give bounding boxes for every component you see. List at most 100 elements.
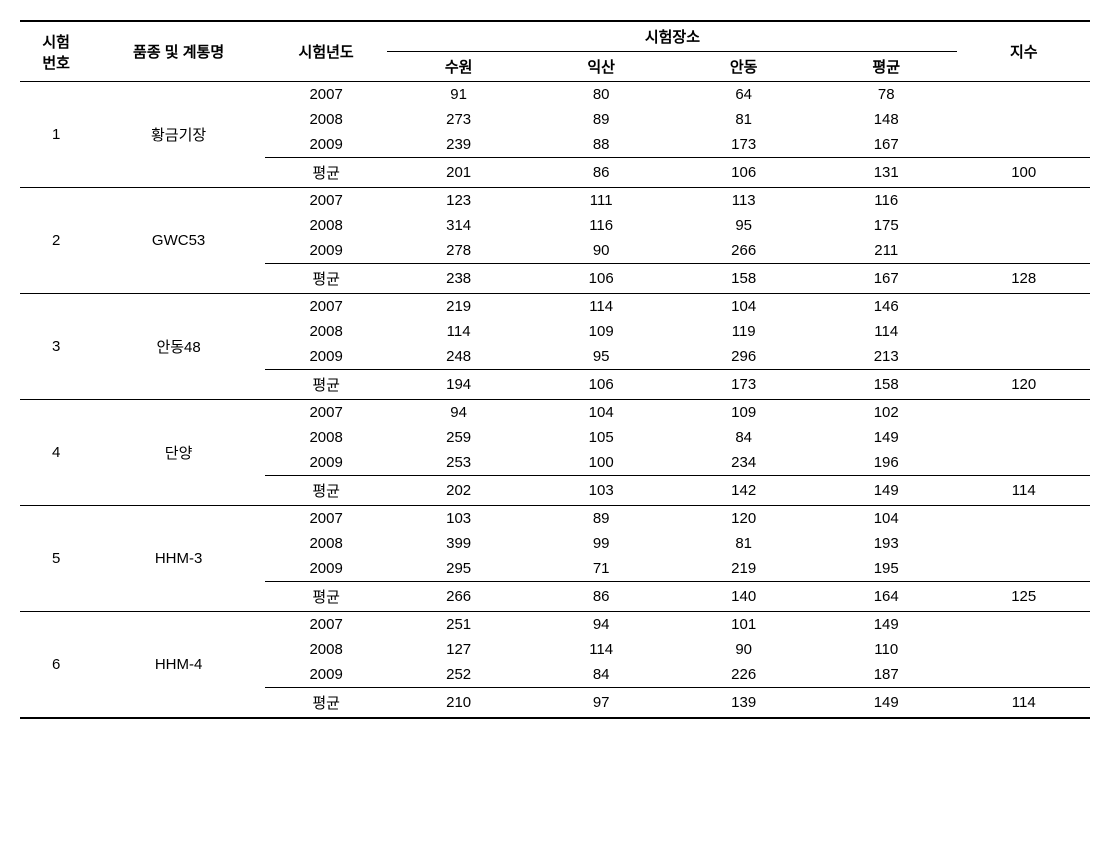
cell-num: 6 <box>20 612 92 719</box>
cell-value-avg: 140 <box>672 582 815 612</box>
header-year: 시험년도 <box>265 21 387 82</box>
cell-value: 94 <box>530 612 673 638</box>
cell-value: 104 <box>815 506 958 532</box>
cell-value: 399 <box>387 531 530 556</box>
cell-year: 2009 <box>265 556 387 582</box>
cell-index <box>957 400 1090 426</box>
cell-year: 2008 <box>265 531 387 556</box>
cell-index <box>957 344 1090 370</box>
cell-value-avg: 210 <box>387 688 530 719</box>
cell-value: 71 <box>530 556 673 582</box>
cell-value: 95 <box>530 344 673 370</box>
cell-index <box>957 107 1090 132</box>
cell-year-avg: 평균 <box>265 476 387 506</box>
cell-value: 81 <box>672 107 815 132</box>
cell-index-avg: 125 <box>957 582 1090 612</box>
table-body: 1황금기장20079180647820082738981148200923988… <box>20 82 1090 719</box>
cell-value-avg: 106 <box>672 158 815 188</box>
cell-year: 2007 <box>265 612 387 638</box>
cell-year: 2008 <box>265 319 387 344</box>
cell-value-avg: 202 <box>387 476 530 506</box>
cell-value: 278 <box>387 238 530 264</box>
table-row: 4단양200794104109102 <box>20 400 1090 426</box>
cell-index <box>957 612 1090 638</box>
header-location-group: 시험장소 <box>387 21 957 52</box>
cell-value: 149 <box>815 425 958 450</box>
cell-value-avg: 86 <box>530 158 673 188</box>
cell-value-avg: 149 <box>815 476 958 506</box>
cell-value: 195 <box>815 556 958 582</box>
cell-name: HHM-3 <box>92 506 265 612</box>
cell-year-avg: 평균 <box>265 158 387 188</box>
cell-value: 273 <box>387 107 530 132</box>
cell-value-avg: 149 <box>815 688 958 719</box>
cell-year: 2008 <box>265 637 387 662</box>
cell-index-avg: 100 <box>957 158 1090 188</box>
cell-value: 94 <box>387 400 530 426</box>
cell-year: 2007 <box>265 82 387 108</box>
cell-value: 266 <box>672 238 815 264</box>
cell-year-avg: 평균 <box>265 370 387 400</box>
cell-index <box>957 425 1090 450</box>
cell-index <box>957 637 1090 662</box>
header-num: 시험 번호 <box>20 21 92 82</box>
cell-value: 104 <box>530 400 673 426</box>
cell-value: 90 <box>530 238 673 264</box>
table-row: 5HHM-3200710389120104 <box>20 506 1090 532</box>
cell-value: 193 <box>815 531 958 556</box>
cell-name: 황금기장 <box>92 82 265 188</box>
cell-year: 2009 <box>265 132 387 158</box>
cell-value: 213 <box>815 344 958 370</box>
header-loc-1: 익산 <box>530 52 673 82</box>
cell-index <box>957 188 1090 214</box>
cell-value-avg: 106 <box>530 370 673 400</box>
cell-value: 103 <box>387 506 530 532</box>
cell-value: 239 <box>387 132 530 158</box>
cell-value-avg: 201 <box>387 158 530 188</box>
cell-value: 248 <box>387 344 530 370</box>
cell-value: 95 <box>672 213 815 238</box>
cell-value: 84 <box>530 662 673 688</box>
cell-year-avg: 평균 <box>265 688 387 719</box>
cell-name: GWC53 <box>92 188 265 294</box>
header-name: 품종 및 계통명 <box>92 21 265 82</box>
cell-value: 120 <box>672 506 815 532</box>
cell-num: 2 <box>20 188 92 294</box>
header-loc-0: 수원 <box>387 52 530 82</box>
cell-value: 251 <box>387 612 530 638</box>
cell-value: 296 <box>672 344 815 370</box>
cell-value: 295 <box>387 556 530 582</box>
cell-year-avg: 평균 <box>265 264 387 294</box>
cell-value-avg: 158 <box>672 264 815 294</box>
cell-value: 314 <box>387 213 530 238</box>
header-index: 지수 <box>957 21 1090 82</box>
cell-year-avg: 평균 <box>265 582 387 612</box>
cell-value: 219 <box>672 556 815 582</box>
cell-index-avg: 114 <box>957 688 1090 719</box>
cell-value: 114 <box>815 319 958 344</box>
cell-value: 127 <box>387 637 530 662</box>
cell-name: 안동48 <box>92 294 265 400</box>
cell-value: 64 <box>672 82 815 108</box>
cell-index <box>957 556 1090 582</box>
cell-year: 2009 <box>265 662 387 688</box>
cell-value: 101 <box>672 612 815 638</box>
cell-value: 99 <box>530 531 673 556</box>
cell-year: 2008 <box>265 213 387 238</box>
cell-year: 2007 <box>265 188 387 214</box>
cell-value: 90 <box>672 637 815 662</box>
cell-value-avg: 103 <box>530 476 673 506</box>
cell-value-avg: 158 <box>815 370 958 400</box>
cell-value-avg: 167 <box>815 264 958 294</box>
table-row: 1황금기장200791806478 <box>20 82 1090 108</box>
cell-year: 2008 <box>265 107 387 132</box>
data-table: 시험 번호 품종 및 계통명 시험년도 시험장소 지수 수원 익산 안동 평균 … <box>20 20 1090 719</box>
cell-value: 114 <box>530 294 673 320</box>
cell-value: 114 <box>530 637 673 662</box>
cell-index <box>957 294 1090 320</box>
cell-value: 167 <box>815 132 958 158</box>
cell-value: 111 <box>530 188 673 214</box>
header-loc-2: 안동 <box>672 52 815 82</box>
cell-value: 116 <box>815 188 958 214</box>
cell-index <box>957 662 1090 688</box>
